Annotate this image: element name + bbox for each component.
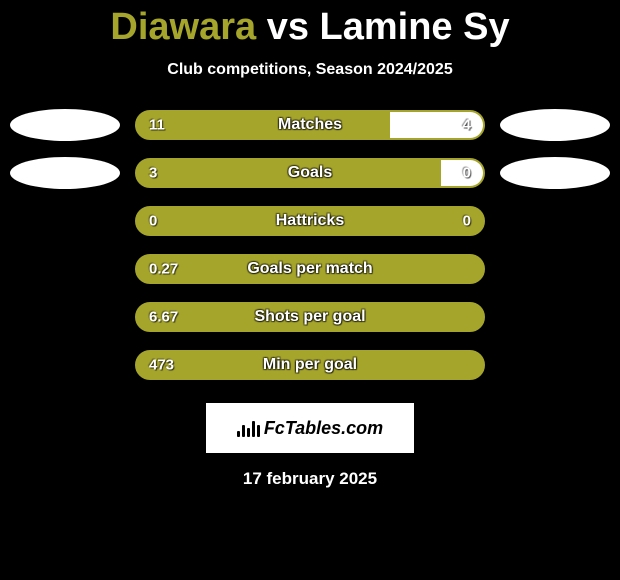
stat-bar: 6.67Shots per goal xyxy=(135,302,485,332)
player-right-badge xyxy=(500,157,610,189)
comparison-date: 17 february 2025 xyxy=(0,469,620,489)
spacer xyxy=(500,253,610,285)
stat-bar: 473Min per goal xyxy=(135,350,485,380)
stat-row: 6.67Shots per goal xyxy=(0,301,620,333)
stat-bar: 0Hattricks0 xyxy=(135,206,485,236)
stat-row: 3Goals0 xyxy=(0,157,620,189)
player-right-name: Lamine Sy xyxy=(320,6,510,48)
stat-right-value: 4 xyxy=(463,117,471,134)
spacer xyxy=(10,205,120,237)
stat-label: Goals per match xyxy=(137,260,483,278)
vs-separator: vs xyxy=(267,6,309,48)
stat-bar: 3Goals0 xyxy=(135,158,485,188)
stat-label: Matches xyxy=(137,116,483,134)
player-left-badge xyxy=(10,157,120,189)
stat-row: 0Hattricks0 xyxy=(0,205,620,237)
stat-bar: 0.27Goals per match xyxy=(135,254,485,284)
player-left-badge xyxy=(10,109,120,141)
subtitle: Club competitions, Season 2024/2025 xyxy=(0,61,620,79)
stat-label: Goals xyxy=(137,164,483,182)
spacer xyxy=(10,349,120,381)
spacer xyxy=(10,253,120,285)
stat-row: 11Matches4 xyxy=(0,109,620,141)
stat-bar: 11Matches4 xyxy=(135,110,485,140)
stat-label: Hattricks xyxy=(137,212,483,230)
player-right-badge xyxy=(500,109,610,141)
stat-right-value: 0 xyxy=(463,213,471,230)
stat-label: Shots per goal xyxy=(137,308,483,326)
comparison-title: Diawara vs Lamine Sy xyxy=(0,0,620,49)
spacer xyxy=(500,349,610,381)
stats-rows: 11Matches43Goals00Hattricks00.27Goals pe… xyxy=(0,109,620,381)
spacer xyxy=(500,205,610,237)
stat-right-value: 0 xyxy=(463,165,471,182)
stat-row: 0.27Goals per match xyxy=(0,253,620,285)
stat-row: 473Min per goal xyxy=(0,349,620,381)
logo-text: FcTables.com xyxy=(264,418,383,439)
spacer xyxy=(500,301,610,333)
stat-label: Min per goal xyxy=(137,356,483,374)
bar-chart-icon xyxy=(237,419,260,437)
spacer xyxy=(10,301,120,333)
player-left-name: Diawara xyxy=(110,6,256,48)
fctables-logo[interactable]: FcTables.com xyxy=(206,403,414,453)
